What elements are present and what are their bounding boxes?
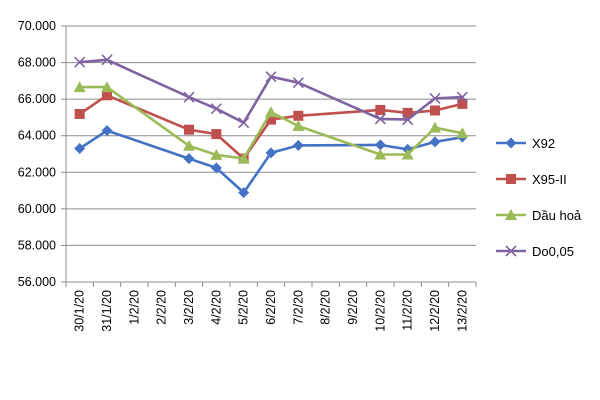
y-tick-label: 66.000 (18, 92, 56, 106)
data-point (238, 187, 250, 199)
data-point (183, 153, 195, 165)
x-tick-label: 9/2/20 (346, 290, 360, 325)
y-tick-label: 60.000 (18, 202, 56, 216)
data-point (375, 104, 386, 115)
legend-label: Dầu hoả (532, 208, 582, 223)
y-axis-tick-labels: 56.000 58.000 60.000 62.000 64.000 66.000 68.0… (18, 19, 56, 289)
legend-marker (505, 137, 517, 149)
data-point (210, 103, 222, 115)
data-point (265, 106, 277, 118)
data-point (74, 143, 86, 155)
x-tick-label: 7/2/20 (291, 290, 305, 325)
data-point (457, 98, 468, 109)
data-point (102, 90, 112, 101)
data-point (429, 136, 441, 148)
data-point (74, 56, 86, 68)
data-point (101, 54, 113, 66)
x-tick-label: 31/1/20 (100, 290, 114, 332)
data-point (402, 107, 413, 118)
data-point (210, 162, 222, 174)
data-point (430, 105, 440, 116)
data-point (374, 113, 386, 125)
x-tick-label: 11/2/20 (401, 290, 415, 331)
data-point (101, 81, 113, 93)
data-point (292, 139, 304, 151)
legend-label: Do0,05 (532, 244, 574, 259)
x-tick-label: 13/2/20 (455, 290, 469, 332)
axes (61, 25, 477, 287)
data-point (266, 114, 276, 125)
x-tick-label: 2/2/20 (155, 290, 169, 325)
data-point (73, 81, 86, 93)
y-tick-label: 62.000 (18, 165, 56, 179)
data-point (429, 92, 441, 104)
data-point (183, 91, 195, 103)
x-tick-label: 1/2/20 (127, 290, 141, 325)
legend-label: X92 (532, 136, 555, 151)
data-point (183, 139, 195, 151)
x-tick-label: 10/2/20 (373, 290, 387, 332)
data-point (237, 152, 250, 164)
y-tick-label: 56.000 (18, 275, 56, 289)
data-point (74, 108, 85, 119)
data-point (374, 148, 387, 160)
y-tick-label: 70.000 (18, 19, 56, 33)
data-point (292, 120, 305, 132)
gridlines (66, 25, 476, 283)
data-point (238, 117, 250, 129)
legend: X92 X95-II Dầu hoả Do0,05 (496, 136, 582, 259)
x-tick-label: 5/2/20 (237, 290, 251, 325)
data-point (293, 110, 304, 121)
data-point (429, 121, 441, 133)
legend-marker (506, 174, 516, 184)
data-point (374, 139, 386, 151)
data-point (402, 114, 414, 126)
data-point (210, 148, 223, 160)
x-tick-label: 4/2/20 (209, 290, 223, 325)
data-point (265, 147, 277, 159)
legend-marker (505, 245, 517, 257)
y-tick-label: 68.000 (18, 56, 56, 70)
data-point (456, 91, 468, 103)
series-line-0 (78, 129, 463, 194)
x-tick-label: 6/2/20 (264, 290, 278, 325)
data-point (184, 124, 194, 135)
legend-marker (505, 209, 517, 220)
data-point (456, 127, 469, 139)
legend-label: X95-II (532, 172, 567, 187)
data-point (265, 71, 277, 83)
x-tick-label: 30/1/20 (73, 290, 87, 332)
series-lines (73, 54, 469, 199)
y-tick-label: 58.000 (18, 238, 56, 252)
y-tick-label: 64.000 (18, 129, 56, 143)
x-tick-label: 12/2/20 (428, 290, 442, 332)
x-tick-label: 8/2/20 (319, 290, 333, 325)
data-point (401, 148, 414, 160)
x-axis-tick-labels: 30/1/20 31/1/20 1/2/20 2/2/20 3/2/20 4/2/20 5/… (73, 290, 470, 332)
x-tick-label: 3/2/20 (182, 290, 196, 325)
data-point (292, 77, 304, 89)
data-point (101, 125, 113, 137)
data-point (211, 129, 222, 140)
